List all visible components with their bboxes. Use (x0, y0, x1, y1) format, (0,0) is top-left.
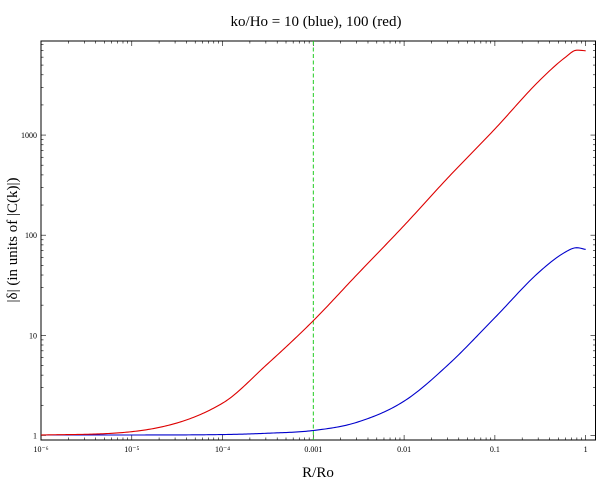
x-tick-label: 0.001 (304, 445, 322, 454)
series-layer (41, 41, 586, 440)
y-tick-label: 1000 (21, 131, 37, 140)
y-tick-label: 100 (25, 231, 37, 240)
x-tick-label: 10⁻⁴ (215, 445, 230, 454)
y-tick-label: 10 (29, 331, 37, 340)
y-axis: 1 10 100 1000 (21, 45, 596, 441)
y-axis-label: |δ| (in units of |C(k)|) (5, 178, 21, 303)
x-tick-label: 10⁻⁶ (33, 445, 48, 454)
plot-area (41, 41, 596, 440)
x-tick-label: 1 (584, 445, 588, 454)
x-axis: 10⁻⁶ 10⁻⁵ 10⁻⁴ 0.001 0.01 0.1 1 (33, 41, 587, 454)
x-axis-label: R/Ro (302, 465, 334, 481)
x-tick-label: 10⁻⁵ (124, 445, 139, 454)
plot-frame (41, 41, 596, 440)
x-tick-label: 0.1 (490, 445, 500, 454)
x-tick-label: 0.01 (397, 445, 411, 454)
chart-title: ko/Ho = 10 (blue), 100 (red) (231, 14, 402, 30)
y-tick-label: 1 (33, 431, 37, 440)
